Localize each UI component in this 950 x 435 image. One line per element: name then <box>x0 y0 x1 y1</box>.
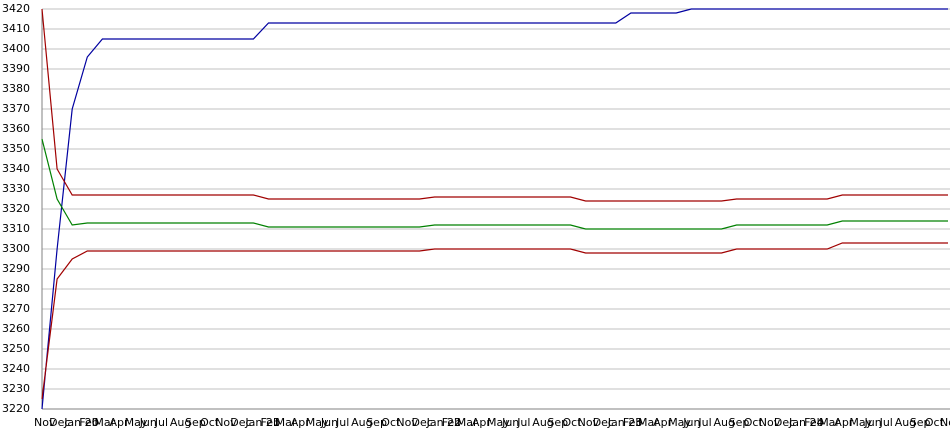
x-tick-label: Dec <box>230 416 251 429</box>
y-tick-label: 3400 <box>2 42 30 55</box>
x-tick-label: Feb <box>442 416 461 429</box>
x-tick-label: Feb <box>804 416 823 429</box>
y-tick-label: 3420 <box>2 2 30 15</box>
x-tick-label: Jun <box>139 416 157 429</box>
x-tick-label: Oct <box>744 416 764 429</box>
y-tick-label: 3260 <box>2 322 30 335</box>
x-tick-label: May <box>849 416 872 429</box>
x-tick-label: Jul <box>335 416 349 429</box>
x-tick-label: Sep <box>366 416 387 429</box>
series-line <box>41 242 948 400</box>
x-tick-label: Jun <box>320 416 338 429</box>
x-tick-label: Dec <box>774 416 795 429</box>
x-tick-label: Oct <box>200 416 220 429</box>
x-tick-label: Feb <box>623 416 642 429</box>
x-tick-label: Oct <box>925 416 945 429</box>
x-tick-label: Apr <box>472 416 492 429</box>
y-tick-label: 3240 <box>2 362 30 375</box>
y-tick-label: 3330 <box>2 182 30 195</box>
x-tick-label: Jul <box>879 416 893 429</box>
x-tick-label: Jan 22 <box>426 416 461 429</box>
y-tick-label: 3310 <box>2 222 30 235</box>
series-line <box>41 8 948 410</box>
x-tick-label: Nov <box>578 416 600 429</box>
x-tick-label: Dec <box>412 416 433 429</box>
x-tick-label: Jan 23 <box>607 416 642 429</box>
x-tick-label: May <box>125 416 148 429</box>
x-tick-label: May <box>306 416 329 429</box>
y-tick-label: 3290 <box>2 262 30 275</box>
x-tick-label: Jun <box>682 416 700 429</box>
y-tick-label: 3250 <box>2 342 30 355</box>
x-tick-label: Aug <box>532 416 553 429</box>
x-tick-label: Sep <box>729 416 750 429</box>
x-tick-label: Sep <box>910 416 931 429</box>
x-tick-label: Feb <box>261 416 280 429</box>
x-tick-label: Jan 20 <box>63 416 98 429</box>
y-tick-label: 3370 <box>2 102 30 115</box>
x-tick-label: Aug <box>170 416 191 429</box>
x-tick-label: May <box>668 416 691 429</box>
y-tick-label: 3230 <box>2 382 30 395</box>
x-tick-label: Nov <box>215 416 237 429</box>
x-tick-label: May <box>487 416 510 429</box>
x-tick-label: Jul <box>697 416 711 429</box>
x-tick-label: Mar <box>638 416 659 429</box>
y-tick-label: 3360 <box>2 122 30 135</box>
y-tick-label: 3270 <box>2 302 30 315</box>
x-tick-label: Mar <box>276 416 297 429</box>
x-tick-label: Dec <box>49 416 70 429</box>
x-tick-label: Nov <box>940 416 950 429</box>
x-tick-label: Aug <box>895 416 916 429</box>
y-tick-label: 3220 <box>2 402 30 415</box>
x-tick-label: Apr <box>653 416 673 429</box>
x-tick-label: Mar <box>94 416 115 429</box>
x-tick-label: Jun <box>864 416 882 429</box>
x-tick-label: Jul <box>154 416 168 429</box>
x-tick-label: Jan 24 <box>788 416 823 429</box>
y-tick-label: 3320 <box>2 202 30 215</box>
y-tick-label: 3380 <box>2 82 30 95</box>
x-tick-label: Feb <box>79 416 98 429</box>
x-tick-label: Nov <box>759 416 781 429</box>
series-line <box>41 138 948 230</box>
x-tick-label: Apr <box>834 416 854 429</box>
y-tick-label: 3280 <box>2 282 30 295</box>
x-tick-label: Jan 21 <box>244 416 279 429</box>
x-tick-label: Dec <box>593 416 614 429</box>
x-tick-label: Aug <box>351 416 372 429</box>
x-tick-label: Jul <box>516 416 530 429</box>
y-tick-label: 3340 <box>2 162 30 175</box>
x-tick-label: Sep <box>547 416 568 429</box>
x-tick-label: Jun <box>501 416 519 429</box>
x-tick-label: Sep <box>185 416 206 429</box>
y-tick-label: 3390 <box>2 62 30 75</box>
x-tick-label: Mar <box>819 416 840 429</box>
x-tick-label: Nov <box>34 416 56 429</box>
x-tick-label: Mar <box>457 416 478 429</box>
x-tick-label: Aug <box>714 416 735 429</box>
x-tick-label: Oct <box>381 416 401 429</box>
x-tick-label: Apr <box>110 416 130 429</box>
y-tick-label: 3410 <box>2 22 30 35</box>
y-tick-label: 3300 <box>2 242 30 255</box>
series-line <box>41 8 948 202</box>
x-tick-label: Nov <box>396 416 418 429</box>
x-tick-label: Apr <box>291 416 311 429</box>
y-tick-label: 3350 <box>2 142 30 155</box>
x-tick-label: Oct <box>563 416 583 429</box>
